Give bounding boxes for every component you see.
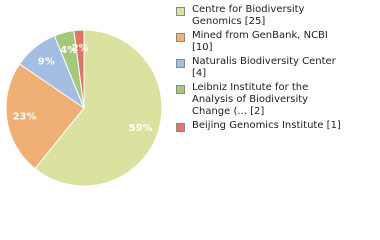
legend-item: Centre for Biodiversity Genomics [25] <box>176 4 342 28</box>
legend-swatch <box>176 59 185 68</box>
pie-chart: 59% 23% 9% 4%2% <box>5 29 163 187</box>
legend-item: Beijing Genomics Institute [1] <box>176 120 342 132</box>
slice-label: 4% <box>60 45 77 56</box>
legend-item: Mined from GenBank, NCBI [10] <box>176 30 342 54</box>
pie-slice <box>73 29 85 109</box>
legend: Centre for Biodiversity Genomics [25] Min… <box>176 4 376 134</box>
legend-item: Naturalis Biodiversity Center [4] <box>176 56 342 80</box>
legend-label: Centre for Biodiversity Genomics [25] <box>192 4 305 27</box>
legend-swatch <box>176 33 185 42</box>
legend-swatch <box>176 7 185 16</box>
pie-slice <box>34 29 163 187</box>
legend-label: Leibniz Institute for the Analysis of Bi… <box>192 82 309 117</box>
legend-item: Leibniz Institute for the Analysis of Bi… <box>176 82 342 118</box>
legend-swatch <box>176 123 185 132</box>
slice-label: 23% <box>13 112 37 123</box>
legend-label: Mined from GenBank, NCBI [10] <box>192 30 328 53</box>
legend-label: Beijing Genomics Institute [1] <box>192 120 341 131</box>
legend-label: Naturalis Biodiversity Center [4] <box>192 56 336 79</box>
slice-label: 2% <box>72 43 89 54</box>
slice-label: 9% <box>38 56 55 67</box>
pie-slice <box>5 63 85 170</box>
legend-swatch <box>176 85 185 94</box>
slice-label: 59% <box>129 123 153 134</box>
